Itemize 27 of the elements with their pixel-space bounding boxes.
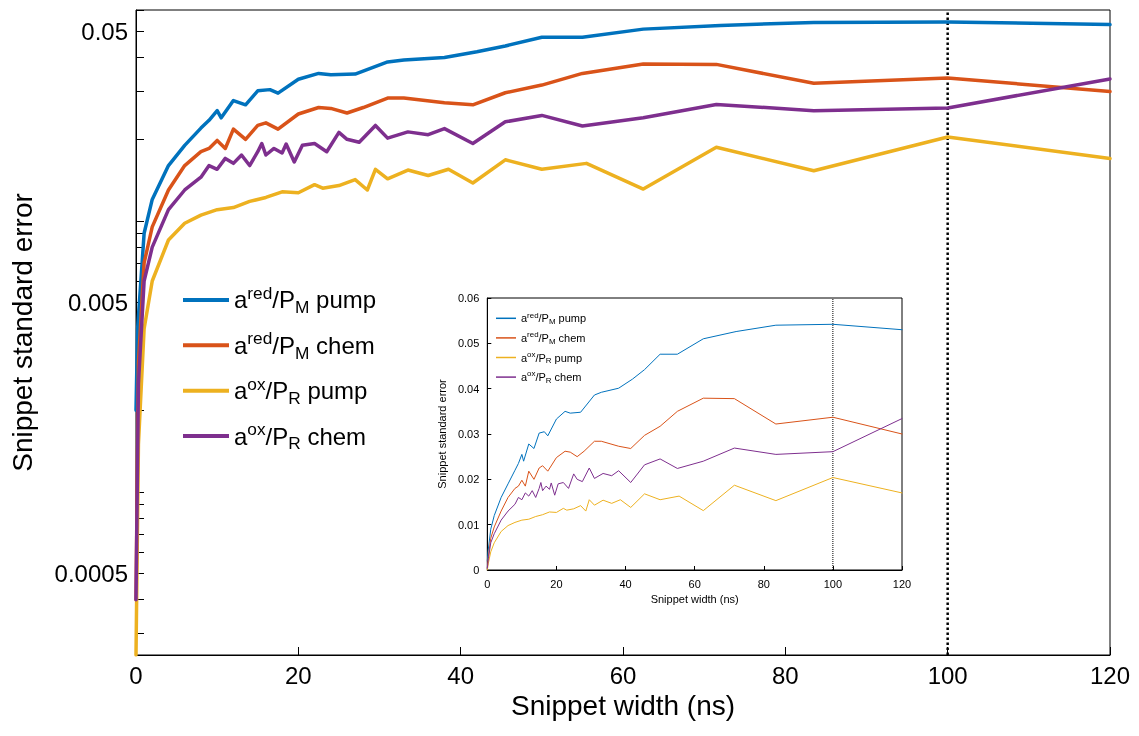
y-tick-label: 0.05 (457, 337, 480, 350)
y-tick-label: 0.05 (81, 17, 128, 45)
x-tick-label: 80 (757, 577, 770, 590)
y-axis-title: Snippet standard error (6, 193, 38, 472)
y-tick-label: 0.005 (67, 288, 128, 316)
x-tick-label: 120 (892, 577, 912, 590)
x-tick-label: 0 (484, 577, 491, 590)
y-axis-title: Snippet standard error (435, 378, 448, 489)
y-tick-label: 0.06 (457, 292, 480, 304)
y-tick-label: 0.0005 (54, 559, 128, 587)
x-axis-title: Snippet width (ns) (650, 593, 739, 606)
x-tick-label: 20 (550, 577, 563, 590)
x-tick-label: 120 (1089, 661, 1131, 689)
x-tick-label: 60 (688, 577, 701, 590)
x-axis-title: Snippet width (ns) (510, 690, 736, 722)
x-tick-label: 100 (823, 577, 843, 590)
y-tick-label: 0.03 (457, 428, 480, 440)
x-tick-label: 40 (447, 661, 475, 689)
y-tick-label: 0.02 (457, 473, 480, 486)
x-tick-label: 20 (284, 661, 312, 689)
y-tick-label: 0.04 (457, 382, 480, 395)
x-tick-label: 60 (609, 661, 637, 689)
x-tick-label: 100 (927, 661, 968, 689)
y-tick-label: 0 (473, 564, 480, 576)
x-tick-label: 40 (619, 577, 632, 590)
y-tick-label: 0.01 (457, 518, 480, 531)
x-tick-label: 80 (771, 661, 799, 689)
